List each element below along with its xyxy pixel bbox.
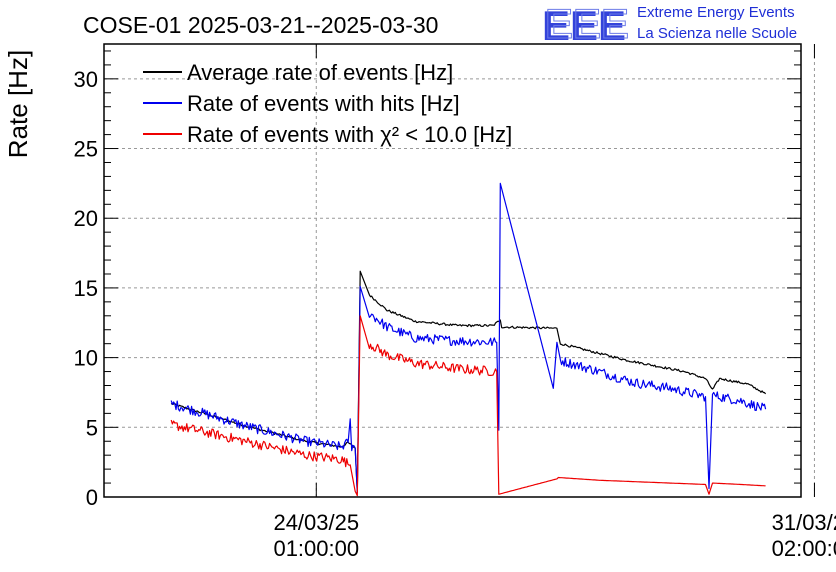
y-tick-label: 25 bbox=[74, 137, 98, 162]
y-tick-label: 0 bbox=[86, 485, 98, 510]
y-axis-label: Rate [Hz] bbox=[3, 50, 33, 158]
y-tick-label: 10 bbox=[74, 346, 98, 371]
plot-frame bbox=[103, 43, 802, 498]
y-axis: 0 5 10 15 20 25 30 bbox=[74, 50, 801, 510]
y-tick-label: 15 bbox=[74, 276, 98, 301]
x-tick-label-date: 24/03/25 bbox=[273, 510, 359, 535]
eee-logo: EEE EEE bbox=[542, 0, 630, 49]
legend-label-average: Average rate of events [Hz] bbox=[187, 60, 453, 85]
x-tick-label-time: 02:00:00 bbox=[772, 536, 836, 561]
y-tick-label: 20 bbox=[74, 206, 98, 231]
x-tick-label-date: 31/03/25 bbox=[772, 510, 836, 535]
chart-title: COSE-01 2025-03-21--2025-03-30 bbox=[83, 12, 438, 38]
eee-logo-text: EEE bbox=[542, 2, 626, 49]
y-tick-label: 5 bbox=[86, 415, 98, 440]
grid bbox=[104, 44, 815, 497]
eee-logo-text-shadow: EEE bbox=[545, 0, 629, 47]
series-group bbox=[170, 182, 767, 497]
series-line-1 bbox=[170, 182, 767, 494]
y-tick-label: 30 bbox=[74, 67, 98, 92]
legend-label-chi2: Rate of events with χ² < 10.0 [Hz] bbox=[187, 122, 512, 147]
x-tick-label-time: 01:00:00 bbox=[273, 536, 359, 561]
brand-line-1: Extreme Energy Events bbox=[637, 4, 795, 21]
series-line-2 bbox=[170, 315, 766, 497]
legend-label-hits: Rate of events with hits [Hz] bbox=[187, 91, 460, 116]
series-line-0 bbox=[170, 270, 767, 494]
brand-line-2: La Scienza nelle Scuole bbox=[637, 25, 797, 42]
legend: Average rate of events [Hz] Rate of even… bbox=[143, 60, 512, 147]
